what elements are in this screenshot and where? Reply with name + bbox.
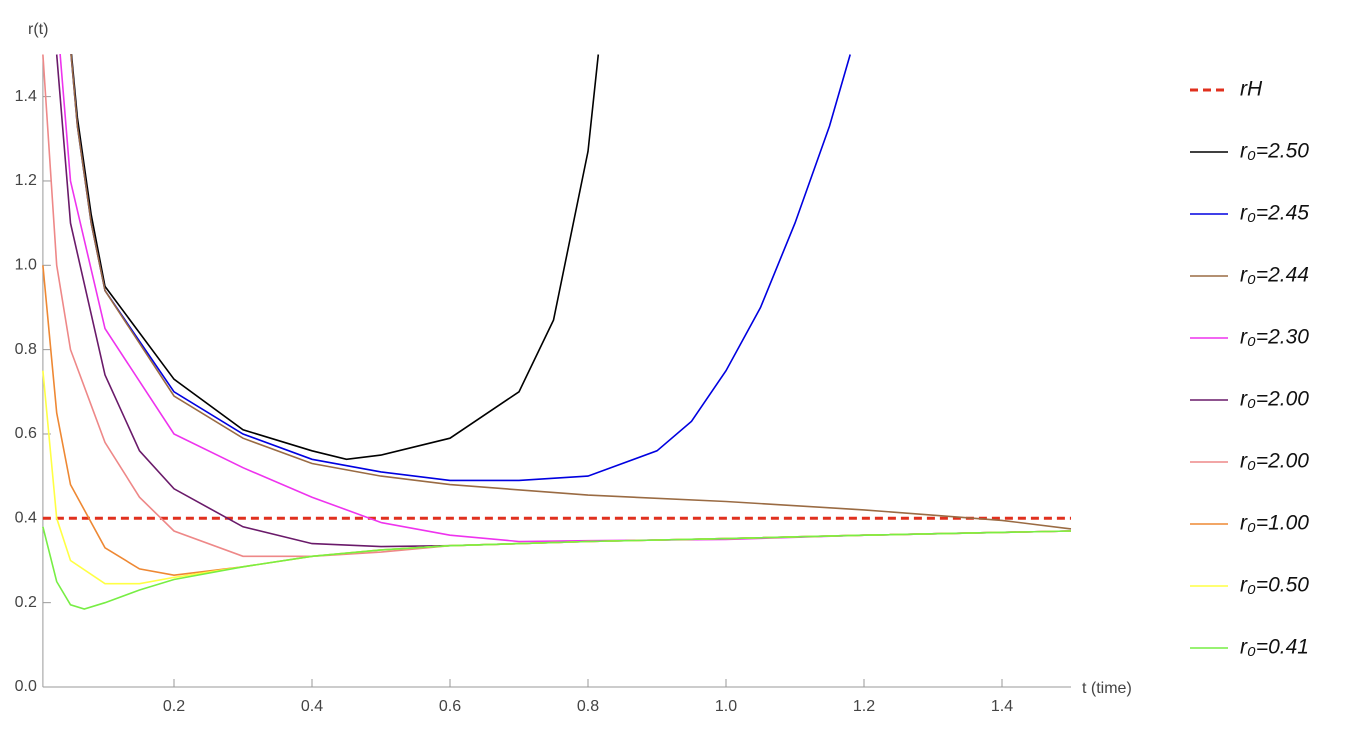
legend-label: r₀=2.44 — [1240, 264, 1309, 287]
x-tick-label: 0.2 — [163, 698, 185, 715]
y-tick-label: 0.6 — [15, 425, 37, 442]
x-tick-label: 0.6 — [439, 698, 461, 715]
legend-label: r₀=0.41 — [1240, 636, 1309, 659]
x-tick-label: 0.4 — [301, 698, 323, 715]
x-axis-label: t (time) — [1082, 680, 1132, 697]
x-tick-label: 1.0 — [715, 698, 737, 715]
y-tick-label: 1.0 — [15, 257, 37, 274]
legend-label: rH — [1240, 78, 1263, 101]
y-tick-label: 1.2 — [15, 172, 37, 189]
series-line — [55, 54, 1072, 548]
y-tick-label: 0.2 — [15, 594, 37, 611]
x-tick-label: 0.8 — [577, 698, 599, 715]
series-line — [42, 526, 1072, 610]
series-line — [42, 370, 1072, 585]
series-line — [70, 54, 851, 482]
plot-area — [42, 54, 1072, 610]
x-tick-label: 1.2 — [853, 698, 875, 715]
legend-label: r₀=2.30 — [1240, 326, 1309, 349]
legend-label: r₀=2.45 — [1240, 202, 1309, 225]
series-line — [42, 265, 1072, 577]
legend-label: r₀=2.50 — [1240, 140, 1309, 163]
y-tick-label: 1.4 — [15, 88, 37, 105]
legend-label: r₀=1.00 — [1240, 512, 1309, 535]
x-tick-label: 1.4 — [991, 698, 1013, 715]
legend-label: r₀=2.00 — [1240, 388, 1309, 411]
series-line — [59, 54, 1072, 543]
y-tick-label: 0.4 — [15, 510, 37, 527]
legend-label: r₀=0.50 — [1240, 574, 1309, 597]
y-tick-label: 0.0 — [15, 678, 37, 695]
y-tick-label: 0.8 — [15, 341, 37, 358]
legend-label: r₀=2.00 — [1240, 450, 1309, 473]
series-line — [70, 54, 600, 461]
series-line — [70, 54, 1072, 530]
y-axis-label: r(t) — [28, 21, 48, 38]
